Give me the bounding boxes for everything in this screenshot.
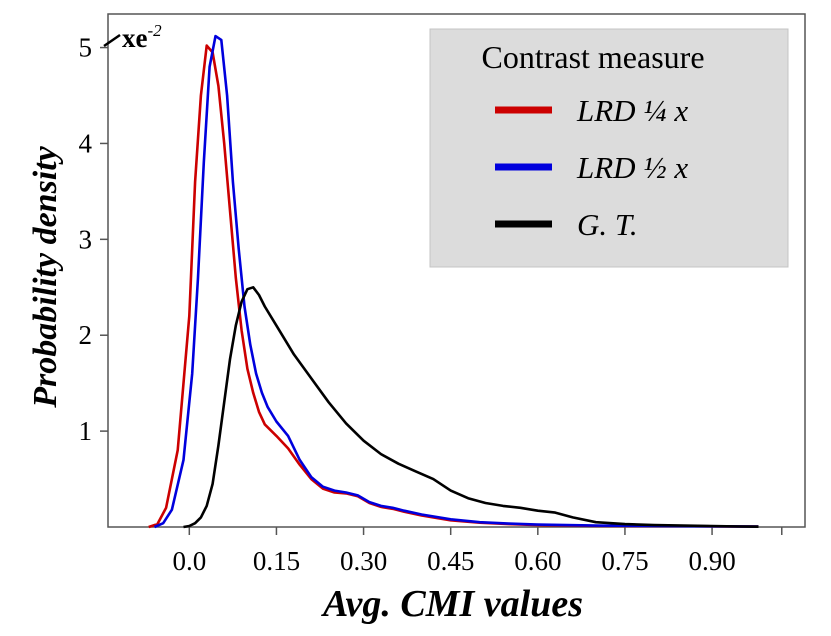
x-tick-label: 0.15 — [253, 546, 300, 576]
legend-label-2: LRD ½ x — [576, 150, 688, 185]
legend: Contrast measure LRD ¼ x LRD ½ x G. T. — [429, 28, 789, 268]
x-axis-ticks: 0.0 0.15 0.30 0.45 0.60 0.75 0.90 — [172, 527, 783, 576]
scale-exponent: -2 — [147, 21, 162, 40]
y-tick-label: 4 — [79, 128, 93, 158]
y-tick-label: 5 — [79, 33, 93, 63]
series-layer — [148, 34, 759, 529]
y-tick-label: 1 — [79, 416, 93, 446]
x-tick-label: 0.75 — [601, 546, 648, 576]
x-axis-label: Avg. CMI values — [321, 583, 583, 625]
y-axis-label: Probability density — [27, 145, 64, 409]
x-tick-label: 0.0 — [172, 546, 206, 576]
y-axis-ticks: 1 2 3 4 5 — [79, 33, 108, 446]
x-tick-label: 0.45 — [427, 546, 474, 576]
series-line-3 — [183, 286, 759, 529]
legend-label-1: LRD ¼ x — [576, 93, 688, 128]
series-line-2 — [153, 34, 759, 529]
scale-marker — [103, 33, 121, 48]
x-tick-label: 0.90 — [688, 546, 735, 576]
y-tick-label: 2 — [79, 320, 93, 350]
legend-entries: LRD ¼ x LRD ½ x G. T. — [495, 93, 688, 242]
x-tick-label: 0.60 — [514, 546, 561, 576]
x-tick-label: 0.30 — [340, 546, 387, 576]
legend-box — [429, 28, 789, 268]
legend-label-3: G. T. — [577, 207, 638, 242]
legend-title: Contrast measure — [481, 39, 704, 75]
y-tick-label: 3 — [79, 224, 93, 254]
scale-label: xe-2 — [122, 21, 162, 53]
